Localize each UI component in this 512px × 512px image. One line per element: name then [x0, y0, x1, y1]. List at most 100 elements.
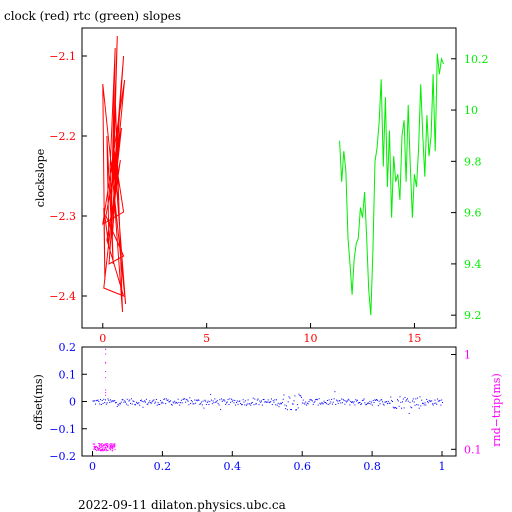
- offset-point: [223, 399, 225, 401]
- rndtrip-ylabel: rnd−trip(ms): [490, 373, 503, 447]
- offset-point: [147, 403, 149, 405]
- offset-point: [407, 400, 409, 402]
- offset-point: [104, 402, 106, 403]
- offset-point: [411, 407, 413, 409]
- offset-point: [224, 400, 226, 402]
- offset-point: [367, 402, 369, 404]
- offset-point: [246, 403, 248, 405]
- offset-point: [235, 404, 237, 406]
- offset-point: [275, 404, 277, 406]
- offset-point: [388, 402, 390, 404]
- offset-point: [401, 407, 403, 409]
- rndtrip-point: [110, 446, 112, 448]
- offset-point: [276, 399, 277, 401]
- offset-point: [247, 399, 249, 401]
- offset-xtick-label: 0.8: [363, 460, 381, 473]
- offset-point: [380, 399, 382, 401]
- offset-point: [219, 399, 221, 401]
- slopes-ytick-label: −2.4: [49, 290, 76, 303]
- rndtrip-point: [107, 447, 109, 449]
- rndtrip-point: [105, 371, 107, 372]
- offset-point: [142, 406, 144, 408]
- slopes-y2tick-label: 9.8: [464, 155, 482, 168]
- offset-point: [243, 401, 245, 403]
- offset-point: [426, 398, 428, 400]
- offset-point: [290, 409, 292, 410]
- offset-point: [221, 400, 223, 402]
- rndtrip-point: [113, 443, 115, 445]
- offset-point: [264, 401, 266, 403]
- offset-point: [108, 399, 110, 401]
- offset-point: [241, 404, 242, 406]
- rndtrip-point: [105, 447, 107, 449]
- offset-point: [372, 400, 374, 402]
- offset-point: [420, 405, 422, 407]
- offset-point: [390, 396, 392, 398]
- offset-point: [109, 401, 111, 403]
- rndtrip-point: [107, 449, 109, 451]
- offset-point: [391, 400, 393, 402]
- rndtrip-point: [112, 443, 114, 445]
- offset-point: [229, 398, 231, 400]
- offset-point: [258, 404, 260, 406]
- offset-xtick-label: 0.4: [224, 460, 242, 473]
- rndtrip-point: [110, 443, 112, 445]
- offset-point: [364, 402, 366, 404]
- offset-point: [268, 401, 270, 403]
- offset-point: [117, 403, 119, 405]
- offset-point: [107, 398, 109, 400]
- offset-point: [210, 399, 212, 401]
- offset-point: [261, 404, 263, 406]
- offset-point: [369, 400, 371, 402]
- offset-point: [295, 409, 297, 411]
- offset-point: [206, 401, 208, 403]
- rndtrip-point: [111, 448, 113, 450]
- offset-point: [125, 403, 127, 405]
- offset-point: [351, 402, 353, 403]
- offset-point: [286, 409, 288, 411]
- offset-point: [216, 400, 218, 402]
- rndtrip-point: [113, 447, 115, 448]
- offset-point: [400, 401, 402, 403]
- offset-point: [404, 397, 406, 398]
- offset-point: [437, 398, 438, 400]
- offset-point: [165, 403, 167, 405]
- rndtrip-point: [100, 450, 101, 452]
- offset-point: [296, 409, 297, 411]
- offset-point: [163, 399, 165, 400]
- offset-point: [164, 398, 166, 400]
- offset-point: [347, 398, 349, 400]
- offset-point: [271, 404, 273, 405]
- offset-point: [256, 403, 257, 405]
- offset-point: [368, 403, 370, 404]
- offset-point: [337, 402, 339, 404]
- rndtrip-point: [98, 443, 100, 444]
- offset-point: [397, 400, 399, 402]
- offset-point: [190, 400, 192, 401]
- offset-point: [329, 403, 331, 405]
- offset-point: [103, 398, 105, 400]
- offset-point: [135, 401, 137, 403]
- offset-point: [327, 404, 329, 405]
- offset-point: [439, 399, 441, 401]
- offset-point: [333, 398, 335, 400]
- offset-point: [309, 399, 311, 401]
- offset-point: [362, 399, 364, 401]
- offset-point: [140, 399, 142, 401]
- slopes-xtick-label: 5: [203, 332, 210, 345]
- offset-point: [150, 402, 151, 404]
- offset-point: [133, 401, 135, 402]
- offset-point: [100, 404, 102, 405]
- offset-point: [405, 400, 407, 402]
- offset-point: [171, 404, 173, 406]
- offset-point: [201, 404, 203, 406]
- offset-point: [135, 404, 136, 406]
- offset-point: [325, 402, 327, 404]
- offset-point: [318, 398, 320, 400]
- offset-point: [306, 404, 307, 406]
- offset-point: [345, 400, 347, 402]
- rndtrip-point: [97, 449, 99, 451]
- offset-point: [231, 398, 232, 400]
- offset-point: [344, 403, 346, 405]
- offset-point: [297, 407, 299, 409]
